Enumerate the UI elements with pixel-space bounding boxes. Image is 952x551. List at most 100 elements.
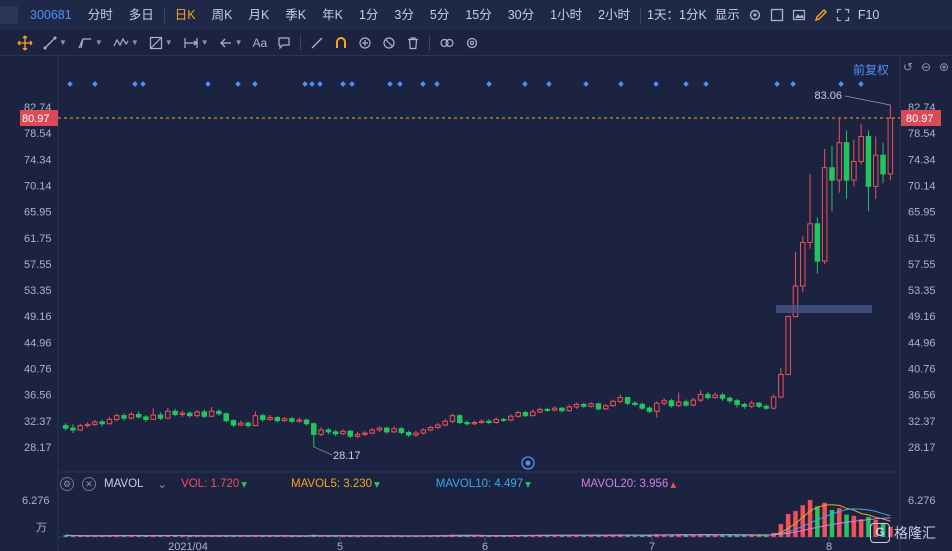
range-tool-icon[interactable]: ▼ (178, 30, 214, 56)
volume-bar (275, 535, 280, 537)
volume-bar (778, 524, 784, 537)
divider (163, 7, 165, 23)
pencil-icon[interactable] (810, 0, 832, 30)
line-tool-icon[interactable]: ▼ (38, 30, 72, 56)
zoom-out-icon[interactable]: ⊖ (920, 60, 932, 74)
price-tick-right: 61.75 (908, 233, 936, 245)
candle-body (792, 285, 799, 318)
layout-icon[interactable] (766, 0, 788, 30)
tab-1min[interactable]: 1分 (358, 8, 379, 22)
volume-bar (734, 534, 740, 537)
volume-bar (807, 500, 813, 537)
candle-body (741, 403, 748, 407)
undo-icon[interactable]: ↺ (902, 60, 914, 74)
tab-3min[interactable]: 3分 (394, 8, 414, 22)
settings-icon[interactable] (744, 0, 766, 30)
ruler-tool-icon[interactable] (305, 30, 329, 56)
wave-tool-icon[interactable]: ▼ (108, 30, 144, 56)
tab-multi-day[interactable]: 多日 (128, 8, 154, 22)
volume-bar (727, 535, 733, 537)
tab-month-k[interactable]: 月K (248, 8, 270, 22)
volume-bar (691, 534, 696, 537)
candle-body (770, 396, 777, 409)
tab-week-k[interactable]: 周K (211, 8, 233, 22)
image-icon[interactable] (788, 0, 810, 30)
low-pointer (313, 446, 333, 456)
candle-body (186, 412, 193, 417)
price-tick-right: 65.95 (908, 207, 936, 219)
panel-toggle-icon[interactable] (0, 6, 18, 24)
volume-bar (399, 536, 404, 538)
divider (300, 34, 302, 51)
volume-bar (618, 534, 623, 537)
trash-icon[interactable] (401, 30, 425, 56)
candle-body (478, 420, 485, 424)
tab-1hour[interactable]: 1小时 (550, 8, 583, 22)
volume-bar (720, 535, 725, 537)
chevron-down-icon[interactable]: ⌄ (157, 479, 168, 491)
candle-body (639, 403, 645, 409)
candle-body (113, 415, 120, 420)
vol-value: VOL: 1.720 (181, 478, 240, 490)
drawing-toolbar: ▼ ▼ ▼ ▼ ▼ ▼ Aa (0, 30, 952, 56)
candle-body (165, 410, 171, 419)
tab-5min[interactable]: 5分 (429, 8, 450, 22)
volume-bar (712, 534, 718, 537)
current-price-tag-right (901, 110, 941, 127)
candle-body (712, 394, 718, 399)
f10-button[interactable]: F10 (857, 8, 880, 22)
volume-axis-unit: 万 (36, 522, 47, 534)
top-bar: 300681 分时 多日 日K 周K 月K 季K 年K 1分 3分 5分 15分… (0, 0, 952, 31)
indicator-settings-icon[interactable]: ⚙ (60, 477, 74, 491)
fib-tool-icon[interactable]: ▼ (144, 30, 178, 56)
volume-bar (136, 535, 141, 537)
candle-body (727, 397, 733, 402)
volume-bar (70, 535, 76, 537)
volume-bar (552, 535, 557, 537)
fullscreen-icon[interactable] (832, 0, 854, 30)
text-tool-icon[interactable]: Aa (252, 35, 268, 50)
indicator-close-icon[interactable]: ✕ (82, 477, 96, 491)
volume-bar (260, 535, 265, 537)
candle-body (281, 418, 288, 422)
tab-year-k[interactable]: 年K (322, 8, 343, 22)
indicator-name[interactable]: MAVOL (104, 478, 144, 490)
lock-drawing-icon[interactable] (353, 30, 377, 56)
channel-tool-icon[interactable]: ▼ (72, 30, 108, 56)
candle-body (267, 417, 273, 420)
zoom-in-icon[interactable]: ⊕ (938, 60, 950, 74)
arrow-tool-icon[interactable]: ▼ (214, 30, 248, 56)
volume-bar (267, 536, 273, 538)
volume-bar (705, 534, 711, 537)
event-marker-icon (486, 81, 492, 87)
crosshair-tool-icon[interactable] (12, 30, 38, 56)
price-tick-left: 65.95 (24, 207, 52, 219)
tab-fenshi[interactable]: 分时 (87, 8, 113, 22)
link-icon[interactable] (434, 30, 460, 56)
tab-2hour[interactable]: 2小时 (598, 8, 631, 22)
candle-body (814, 223, 821, 262)
candle-body (238, 422, 244, 426)
candle-body (610, 400, 616, 407)
display-menu[interactable]: 显示 (714, 8, 740, 22)
tab-day-k[interactable]: 日K (174, 8, 196, 22)
volume-bar (355, 536, 360, 538)
tab-quarter-k[interactable]: 季K (285, 8, 307, 22)
volume-bar (603, 535, 608, 537)
magnet-icon[interactable] (329, 30, 353, 56)
stock-code[interactable]: 300681 (30, 8, 72, 22)
event-marker-icon (302, 81, 308, 87)
high-pointer (844, 95, 891, 106)
comment-tool-icon[interactable] (272, 30, 296, 56)
volume-bar (581, 535, 587, 537)
adjust-mode-button[interactable]: 前复权 (853, 63, 890, 77)
volume-bar (822, 502, 827, 537)
period-select[interactable]: 1天：1分K (647, 8, 707, 22)
gear-icon[interactable] (460, 30, 484, 56)
tab-30min[interactable]: 30分 (507, 8, 535, 22)
candle-body (573, 403, 580, 408)
tab-15min[interactable]: 15分 (465, 8, 492, 22)
hide-drawing-icon[interactable] (377, 30, 401, 56)
candle-body (347, 430, 354, 437)
